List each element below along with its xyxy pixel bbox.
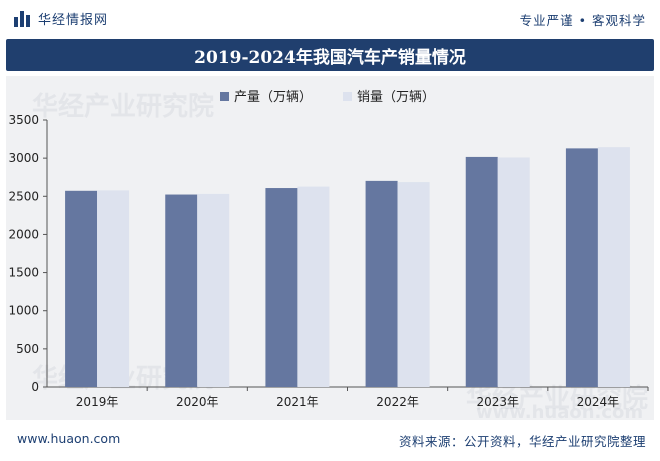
x-tick-label: 2023年 — [476, 395, 519, 409]
y-tick-label: 2500 — [8, 189, 39, 203]
x-tick-label: 2024年 — [577, 395, 620, 409]
brand-name: 华经情报网 — [38, 13, 109, 28]
bar-sales — [297, 186, 330, 387]
x-tick-label: 2020年 — [176, 395, 219, 409]
bar-sales — [597, 147, 630, 387]
header: 华经情报网 专业严谨 • 客观科学 — [0, 0, 660, 36]
legend-swatch-production — [220, 92, 229, 101]
footer: www.huaon.com 资料来源：公开资料，华经产业研究院整理 — [0, 421, 660, 461]
chart-title: 2019-2024年我国汽车产销量情况 — [194, 47, 466, 68]
bar-production — [565, 148, 598, 387]
brand-logo-icon — [14, 10, 32, 27]
legend-swatch-sales — [343, 92, 352, 101]
y-tick-label: 2000 — [8, 227, 39, 241]
y-tick-label: 1000 — [8, 304, 39, 318]
y-tick-label: 1500 — [8, 266, 39, 280]
bar-chart: 0 500 1000 1500 2000 2500 3000 3500 2019年 2020年 20… — [8, 90, 649, 409]
slogan: 专业严谨 • 客观科学 — [519, 13, 646, 28]
x-tick-label: 2019年 — [76, 395, 119, 409]
legend-label-production: 产量（万辆） — [234, 90, 312, 105]
y-tick-label: 3000 — [8, 151, 39, 165]
bar-production — [365, 180, 398, 387]
bar-sales — [497, 157, 530, 387]
bar-production — [465, 156, 498, 387]
bar-sales — [197, 193, 230, 387]
bar-production — [165, 194, 198, 387]
bar-sales — [97, 190, 130, 387]
y-tick-label: 0 — [31, 380, 39, 394]
bar-sales — [397, 182, 430, 387]
brand[interactable]: 华经情报网 — [14, 9, 108, 28]
title-bar: 2019-2024年我国汽车产销量情况 — [6, 39, 654, 71]
chart-panel: 华经产业研究院 华经产业研究院 华经产业研究院 www.huaon.com 05… — [6, 76, 654, 423]
y-tick-label: 500 — [16, 342, 39, 356]
footer-url[interactable]: www.huaon.com — [17, 431, 121, 446]
footer-source: 资料来源：公开资料，华经产业研究院整理 — [398, 434, 646, 449]
legend-label-sales: 销量（万辆） — [357, 90, 435, 105]
bar-production — [265, 188, 298, 387]
y-tick-label: 3500 — [8, 113, 39, 127]
bar-production — [65, 190, 98, 387]
x-tick-label: 2022年 — [376, 395, 419, 409]
x-tick-label: 2021年 — [276, 395, 319, 409]
